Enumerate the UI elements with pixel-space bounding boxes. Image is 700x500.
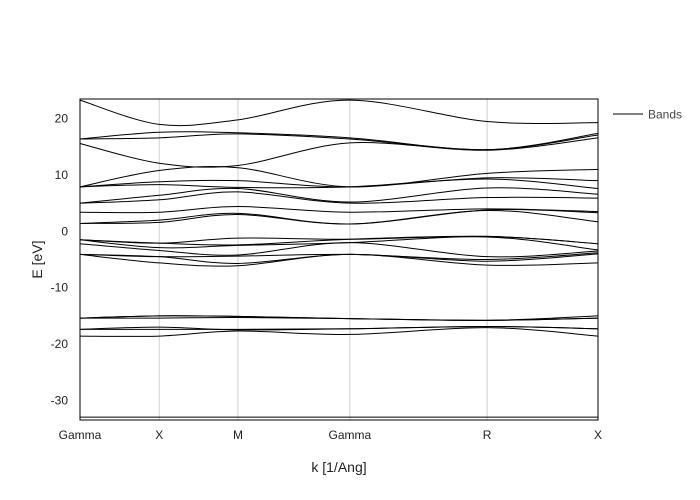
x-tick-label: X [594, 428, 602, 442]
y-tick-label: 0 [61, 224, 68, 238]
band-line-21 [79, 177, 599, 188]
x-axis-ticks: Gamma X M Gamma R X [59, 428, 602, 442]
x-tick-label: X [155, 428, 163, 442]
y-tick-label: -10 [51, 281, 69, 295]
x-axis-title: k [1/Ang] [311, 459, 366, 475]
band-line-7 [79, 315, 599, 321]
y-axis-ticks: 20 10 0 -10 -20 -30 [51, 112, 69, 408]
band-line-4 [80, 326, 599, 330]
legend[interactable]: Bands [613, 108, 682, 122]
band-line-25 [79, 131, 599, 151]
band-line-22 [79, 166, 599, 188]
x-tick-label: R [483, 428, 492, 442]
band-line-23 [79, 137, 599, 168]
band-line-14 [79, 235, 599, 245]
y-tick-label: 10 [55, 168, 69, 182]
y-tick-label: -30 [51, 393, 69, 407]
plot-frame [79, 98, 599, 421]
band-line-12 [79, 236, 599, 251]
band-lines [79, 99, 599, 418]
band-line-2 [79, 327, 599, 337]
band-line-20 [79, 178, 599, 190]
legend-label-bands: Bands [648, 108, 682, 122]
band-line-10 [79, 252, 599, 261]
band-line-17 [79, 206, 599, 214]
x-tick-label: Gamma [59, 428, 102, 442]
x-tick-label: Gamma [329, 428, 372, 442]
x-tick-label: M [233, 428, 243, 442]
band-line-18 [79, 191, 599, 204]
band-line-11 [79, 242, 599, 258]
band-line-19 [79, 187, 599, 204]
band-line-26 [79, 99, 599, 127]
y-tick-label: 20 [55, 112, 69, 126]
y-tick-label: -20 [51, 337, 69, 351]
band-line-16 [79, 208, 599, 225]
y-axis-title: E [eV] [29, 240, 45, 278]
